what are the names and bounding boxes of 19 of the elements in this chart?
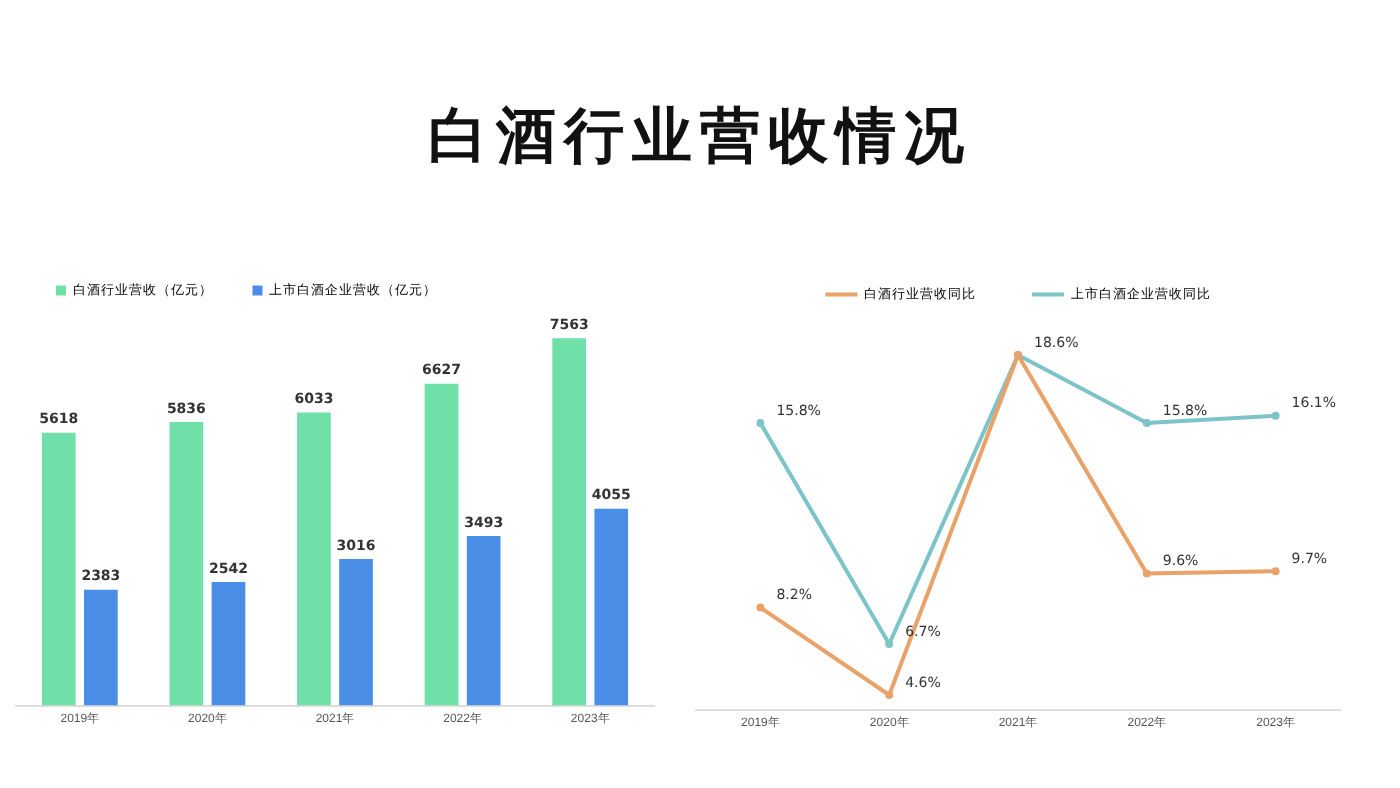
- bar: [339, 559, 373, 706]
- point: [1271, 567, 1280, 576]
- point: [1142, 569, 1151, 578]
- bar: [41, 432, 76, 706]
- chart-title: 白酒行业营收情况: [426, 100, 974, 176]
- point: [756, 603, 765, 612]
- bar: [169, 422, 204, 706]
- bar: [211, 582, 246, 706]
- bar: [594, 508, 629, 706]
- bar: [424, 383, 459, 706]
- point: [885, 691, 894, 700]
- bar: [466, 535, 501, 706]
- point: [756, 419, 765, 428]
- bar: [297, 412, 331, 706]
- bar: [552, 338, 586, 706]
- point: [1142, 419, 1151, 428]
- point: [885, 640, 894, 649]
- point: [1271, 411, 1280, 420]
- bar: [84, 589, 118, 706]
